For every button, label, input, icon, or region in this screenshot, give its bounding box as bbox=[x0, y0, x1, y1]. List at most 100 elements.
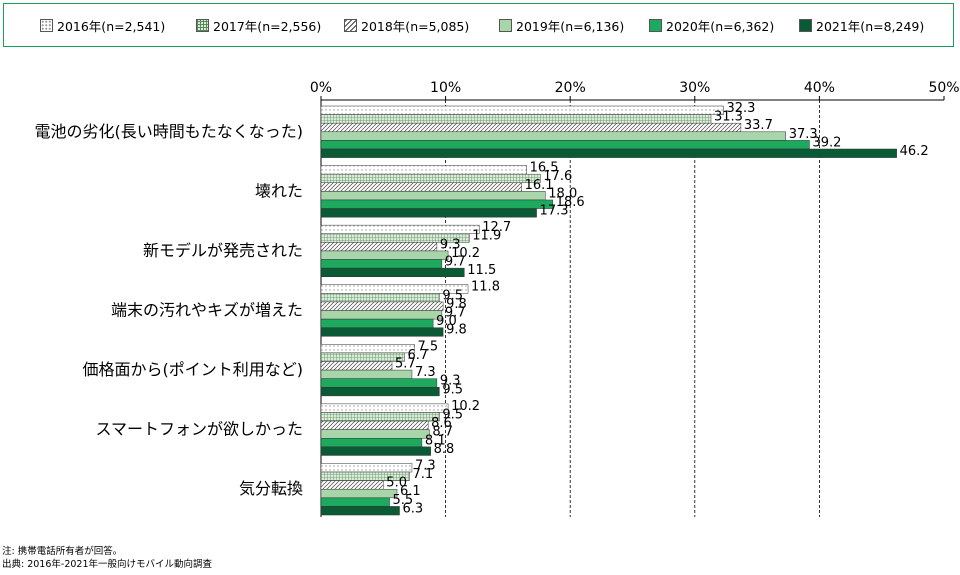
legend-item-2017: 2017年(n=2,556) bbox=[196, 17, 322, 34]
x-tick-label: 30% bbox=[679, 80, 710, 96]
legend-label-2019: 2019年(n=6,136) bbox=[516, 18, 625, 34]
data-label: 5.0 bbox=[386, 476, 407, 491]
category-label: 新モデルが発売された bbox=[143, 241, 303, 260]
data-label: 16.5 bbox=[530, 161, 559, 176]
data-label: 18.6 bbox=[556, 195, 585, 210]
data-label: 12.7 bbox=[482, 220, 511, 235]
bar bbox=[320, 208, 537, 218]
data-label: 9.7 bbox=[445, 306, 466, 321]
legend-swatch-2016 bbox=[40, 18, 53, 32]
bar bbox=[320, 267, 465, 277]
bar bbox=[320, 301, 444, 311]
data-label: 17.3 bbox=[540, 204, 569, 219]
data-label: 33.7 bbox=[744, 118, 773, 133]
bar bbox=[320, 352, 405, 362]
bar bbox=[320, 122, 742, 133]
bar bbox=[320, 463, 413, 473]
category-label: 電池の劣化(長い時間もたなくなった) bbox=[35, 122, 304, 141]
data-label: 10.2 bbox=[451, 399, 480, 414]
bar bbox=[320, 105, 724, 115]
legend-swatch-2019 bbox=[499, 18, 512, 32]
bar bbox=[320, 318, 434, 328]
x-tick-label: 0% bbox=[310, 80, 332, 96]
data-label: 37.3 bbox=[789, 127, 818, 142]
data-label: 6.1 bbox=[400, 484, 421, 499]
data-label: 7.3 bbox=[415, 458, 436, 473]
bar bbox=[320, 131, 787, 141]
category-label: 端末の汚れやキズが増えた bbox=[111, 301, 303, 320]
bar bbox=[320, 412, 440, 422]
bar bbox=[320, 497, 390, 507]
data-label: 9.5 bbox=[442, 288, 463, 303]
bar bbox=[320, 327, 444, 337]
legend-label-2017: 2017年(n=2,556) bbox=[213, 18, 322, 34]
legend-swatch-2021 bbox=[799, 18, 812, 32]
x-tick-label: 10% bbox=[430, 80, 461, 96]
legend-label-2016: 2016年(n=2,541) bbox=[57, 18, 166, 34]
bar bbox=[320, 438, 423, 448]
data-label: 16.1 bbox=[525, 178, 554, 193]
legend-label-2020: 2020年(n=6,362) bbox=[666, 18, 775, 34]
data-label: 7.3 bbox=[415, 365, 436, 380]
legend-swatch-2018 bbox=[344, 18, 357, 32]
legend-swatch-2020 bbox=[649, 18, 662, 32]
legend-item-2018: 2018年(n=5,085) bbox=[344, 17, 470, 34]
data-label: 9.8 bbox=[446, 297, 467, 312]
legend-label-2018: 2018年(n=5,085) bbox=[361, 18, 470, 34]
bar bbox=[320, 344, 415, 354]
data-label: 8.8 bbox=[434, 442, 455, 457]
data-label: 6.7 bbox=[407, 348, 428, 363]
bar bbox=[320, 429, 430, 439]
bar-chart: 0% 10% 20% 30% 40% 50% 電池の劣化(長い時間もたなくなった) 壊れた新モ… bbox=[35, 80, 960, 517]
bar bbox=[320, 310, 443, 320]
x-tick-label: 40% bbox=[804, 80, 835, 96]
bar bbox=[320, 480, 384, 490]
legend-label-2021: 2021年(n=8,249) bbox=[816, 18, 925, 34]
data-label: 11.5 bbox=[467, 263, 496, 278]
data-label: 9.0 bbox=[436, 314, 457, 329]
data-label: 9.5 bbox=[442, 407, 463, 422]
data-label: 5.7 bbox=[395, 356, 416, 371]
legend-item-2020: 2020年(n=6,362) bbox=[649, 17, 775, 34]
notes: 注: 携帯電話所有者が回答。 出典: 2016年-2021年一般向けモバイル動向… bbox=[2, 545, 212, 571]
legend-swatch-2017 bbox=[196, 18, 209, 32]
data-label: 32.3 bbox=[726, 101, 755, 116]
category-label: 気分転換 bbox=[239, 479, 303, 498]
bar bbox=[320, 420, 429, 430]
data-label: 7.1 bbox=[412, 467, 433, 482]
category-label: スマートフォンが欲しかった bbox=[95, 420, 303, 439]
data-label: 6.3 bbox=[402, 501, 423, 516]
data-label: 31.3 bbox=[714, 110, 743, 125]
bar bbox=[320, 506, 400, 516]
category-label: 壊れた bbox=[255, 181, 303, 200]
note-respondents: 注: 携帯電話所有者が回答。 bbox=[2, 546, 123, 557]
data-label: 11.9 bbox=[472, 229, 501, 244]
data-label: 17.6 bbox=[543, 169, 572, 184]
data-label: 8.1 bbox=[425, 433, 446, 448]
bar bbox=[320, 173, 541, 184]
bar bbox=[320, 242, 438, 252]
bar bbox=[320, 224, 480, 234]
bar bbox=[320, 199, 554, 209]
data-label: 10.2 bbox=[451, 246, 480, 261]
bar bbox=[320, 191, 546, 201]
note-source: 出典: 2016年-2021年一般向けモバイル動向調査 bbox=[2, 559, 213, 570]
data-label: 11.8 bbox=[471, 280, 500, 295]
data-label: 7.5 bbox=[417, 339, 438, 354]
bar bbox=[320, 165, 527, 175]
bar bbox=[320, 387, 440, 397]
bar bbox=[320, 259, 443, 269]
bar bbox=[320, 446, 431, 456]
x-tick-label: 50% bbox=[928, 80, 959, 96]
data-label: 9.5 bbox=[442, 382, 463, 397]
x-tick-label: 20% bbox=[555, 80, 586, 96]
bar bbox=[320, 148, 897, 158]
data-label: 8.6 bbox=[431, 416, 452, 431]
data-label: 9.7 bbox=[445, 255, 466, 270]
bar bbox=[320, 293, 440, 303]
data-label: 18.0 bbox=[548, 186, 577, 201]
data-label: 9.3 bbox=[440, 374, 461, 389]
bar bbox=[320, 182, 522, 192]
data-label: 39.2 bbox=[812, 135, 841, 150]
bar bbox=[320, 361, 393, 371]
